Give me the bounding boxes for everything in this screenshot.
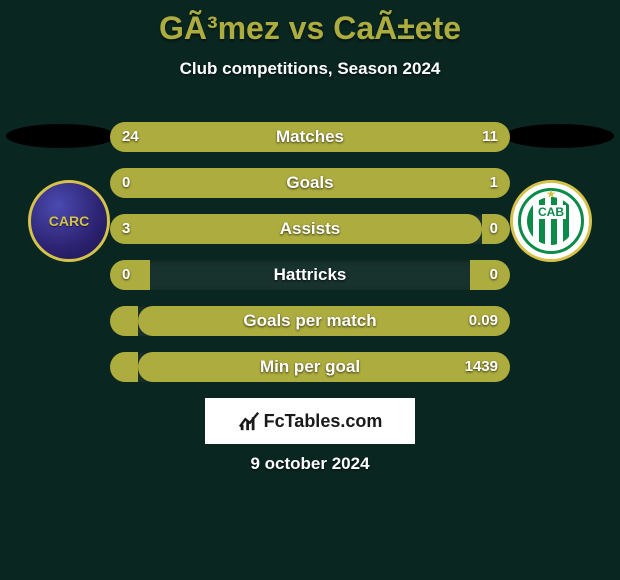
stat-value-right: 1 [490,168,498,198]
stat-label: Goals per match [110,306,510,336]
stat-value-right: 11 [482,122,498,152]
stat-row: 24Matches11 [110,122,510,152]
stats-area: 24Matches110Goals13Assists00Hattricks0Go… [110,122,510,398]
stat-row: 3Assists0 [110,214,510,244]
stat-value-right: 1439 [465,352,498,382]
stat-label: Goals [110,168,510,198]
page-subtitle: Club competitions, Season 2024 [0,59,620,79]
club-badge-right: ★ CAB [510,180,592,262]
stat-value-right: 0 [490,214,498,244]
date-text: 9 october 2024 [0,454,620,474]
stat-row: 0Goals1 [110,168,510,198]
page-title: GÃ³mez vs CaÃ±ete [0,0,620,47]
player-left-shadow [6,124,116,148]
brand-box[interactable]: FcTables.com [205,398,415,444]
club-badge-right-inner: ★ CAB [518,188,584,254]
stat-label: Min per goal [110,352,510,382]
stat-label: Hattricks [110,260,510,290]
club-abbr-right: CAB [536,205,566,219]
stat-row: 0Hattricks0 [110,260,510,290]
stat-row: Min per goal1439 [110,352,510,382]
stat-label: Matches [110,122,510,152]
stat-value-right: 0.09 [469,306,498,336]
stat-value-right: 0 [490,260,498,290]
club-abbr-left: CARC [49,213,89,229]
stat-row: Goals per match0.09 [110,306,510,336]
brand-text: FcTables.com [264,411,383,432]
chart-icon [238,410,260,432]
club-badge-left: CARC [28,180,110,262]
stat-label: Assists [110,214,510,244]
player-right-shadow [504,124,614,148]
